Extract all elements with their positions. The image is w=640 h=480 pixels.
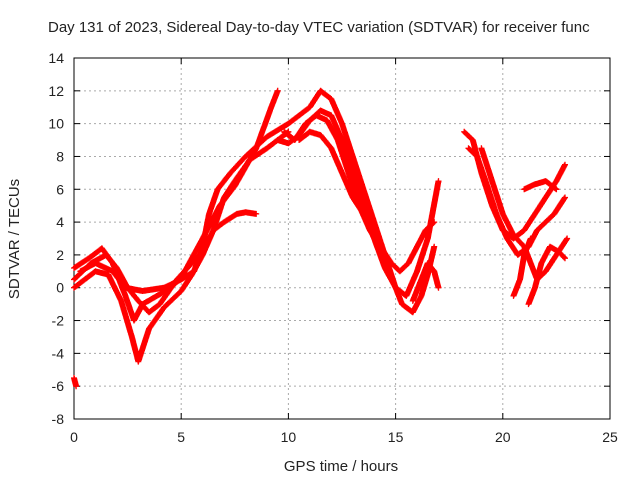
series-markers <box>71 375 80 390</box>
series-arc-8 <box>409 260 442 304</box>
series-arc-3 <box>71 128 292 365</box>
series-arc-4 <box>77 87 442 299</box>
series-markers <box>525 243 568 308</box>
x-tick-label: 15 <box>388 429 404 445</box>
y-tick-label: 14 <box>48 50 64 66</box>
series-markers <box>77 87 442 299</box>
y-tick-label: 6 <box>56 181 64 197</box>
y-tick-label: 4 <box>56 214 64 230</box>
x-tick-label: 25 <box>602 429 618 445</box>
y-tick-label: -2 <box>52 313 65 329</box>
series-arc-14 <box>71 375 80 390</box>
y-tick-label: 12 <box>48 83 64 99</box>
x-tick-label: 0 <box>70 429 78 445</box>
y-tick-label: 2 <box>56 247 64 263</box>
y-tick-label: -4 <box>52 345 65 361</box>
series-markers <box>71 128 292 365</box>
y-tick-label: 0 <box>56 280 64 296</box>
series-markers <box>409 260 442 304</box>
x-axis-label: GPS time / hours <box>284 458 398 475</box>
series-markers <box>296 128 384 258</box>
series-arc-15 <box>510 235 534 299</box>
x-tick-label: 10 <box>281 429 297 445</box>
y-tick-label: -8 <box>52 411 65 427</box>
y-tick-label: 10 <box>48 116 64 132</box>
axis-ticks: -8 -6 -4 -2 0 2 4 6 8 10 12 14 0 5 10 15 20 25 <box>48 50 618 445</box>
plot-frame <box>73 57 611 420</box>
y-tick-label: -6 <box>52 378 65 394</box>
series-arc-13 <box>521 178 560 193</box>
x-tick-label: 5 <box>177 429 185 445</box>
series-arc-12 <box>525 243 568 308</box>
y-axis-label: SDTVAR / TECUs <box>6 179 23 299</box>
series-markers <box>521 178 560 193</box>
x-tick-label: 20 <box>495 429 511 445</box>
data-series <box>71 87 571 390</box>
series-arc-7 <box>296 128 384 258</box>
series-markers <box>510 235 534 299</box>
grid <box>74 58 610 419</box>
y-tick-label: 8 <box>56 148 64 164</box>
chart-title: Day 131 of 2023, Sidereal Day-to-day VTE… <box>48 19 590 36</box>
